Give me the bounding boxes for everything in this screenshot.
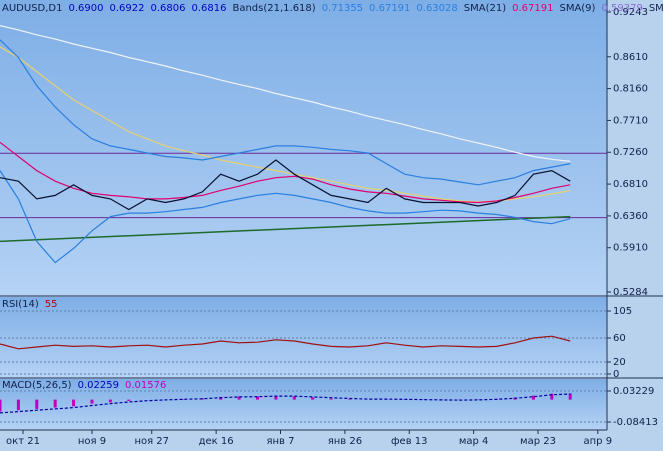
legend-entry: 0.02259 [78, 380, 119, 391]
legend-entry: SMA(21) [464, 3, 506, 14]
x-tick-label: ноя 9 [78, 436, 106, 447]
x-tick-label: апр 9 [584, 436, 613, 447]
histogram-bar [182, 399, 186, 400]
x-tick-label: окт 21 [6, 436, 40, 447]
histogram-bar [274, 395, 278, 400]
histogram-bar [237, 396, 241, 400]
series-line [0, 335, 571, 350]
legend-entry: 0.6922 [109, 3, 144, 14]
y-tick-label: 0.03229 [613, 386, 654, 397]
y-tick-label: 0.5284 [613, 287, 648, 298]
series-line [0, 393, 571, 414]
y-tick-label: 105 [613, 306, 632, 317]
legend-entry: 0.67191 [512, 3, 553, 14]
histogram-bar [329, 398, 333, 400]
histogram-bar [531, 395, 535, 400]
y-tick-label: 0.6810 [613, 179, 648, 190]
histogram-bar [347, 399, 351, 400]
legend-entry: SMA( [649, 3, 663, 14]
y-tick-label: 0.8160 [613, 84, 648, 95]
legend-entry: 0.63028 [416, 3, 457, 14]
y-tick-label: 20 [613, 357, 626, 368]
histogram-bar [0, 399, 2, 412]
indicator-legend: AUDUSD,D1 0.6900 0.6922 0.6806 0.6816 Bands(2… [2, 3, 663, 14]
legend-entry: 0.59379 [601, 3, 642, 14]
y-tick-label: 0.7710 [613, 115, 648, 126]
histogram-bar [550, 393, 554, 400]
legend-entry: SMA(9) [559, 3, 595, 14]
histogram-bar [108, 399, 112, 403]
series-line [0, 159, 571, 211]
legend-entry: 0.6806 [150, 3, 185, 14]
x-tick-label: фев 13 [391, 436, 428, 447]
series-line [0, 46, 571, 203]
y-tick-label: -0.08413 [613, 417, 658, 428]
legend-entry: AUDUSD,D1 [2, 3, 62, 14]
histogram-bar [568, 393, 572, 400]
histogram-bar [256, 396, 260, 400]
y-tick-label: 60 [613, 333, 626, 344]
histogram-bar [16, 399, 20, 411]
histogram-bar [53, 399, 57, 408]
legend-entry: 0.67191 [369, 3, 410, 14]
legend-entry: 55 [45, 299, 58, 310]
y-tick-label: 0 [613, 369, 619, 380]
y-tick-label: 0.5910 [613, 243, 648, 254]
x-tick-label: мар 4 [459, 436, 489, 447]
legend-entry: 0.6816 [191, 3, 226, 14]
x-tick-label: янв 7 [267, 436, 295, 447]
histogram-bar [35, 399, 39, 409]
y-tick-label: 0.8610 [613, 52, 648, 63]
series-line [0, 25, 571, 162]
series-line [0, 170, 571, 264]
histogram-bar [311, 397, 315, 400]
y-tick-label: 0.9243 [613, 7, 648, 18]
series-line [0, 39, 571, 186]
legend-entry: MACD(5,26,5) [2, 380, 72, 391]
series-line [0, 141, 571, 204]
histogram-bar [90, 399, 94, 404]
x-tick-label: янв 26 [328, 436, 362, 447]
y-tick-label: 0.7260 [613, 147, 648, 158]
legend-entry: Bands(21,1.618) [232, 3, 315, 14]
indicator-legend: MACD(5,26,5) 0.02259 0.01576 [2, 380, 166, 391]
x-tick-label: дек 16 [199, 436, 234, 447]
legend-entry: 0.71355 [322, 3, 363, 14]
trend-line [0, 215, 571, 243]
y-tick-label: 0.6360 [613, 211, 648, 222]
legend-entry: RSI(14) [2, 299, 39, 310]
legend-entry: 0.6900 [68, 3, 103, 14]
main-panel [0, 0, 607, 295]
rsi-panel [0, 297, 607, 377]
x-tick-label: ноя 27 [134, 436, 169, 447]
x-tick-label: мар 23 [520, 436, 556, 447]
histogram-bar [292, 396, 296, 400]
legend-entry: 0.01576 [125, 380, 166, 391]
histogram-bar [127, 399, 131, 401]
histogram-bar [72, 399, 76, 407]
indicator-legend: RSI(14) 55 [2, 299, 58, 310]
